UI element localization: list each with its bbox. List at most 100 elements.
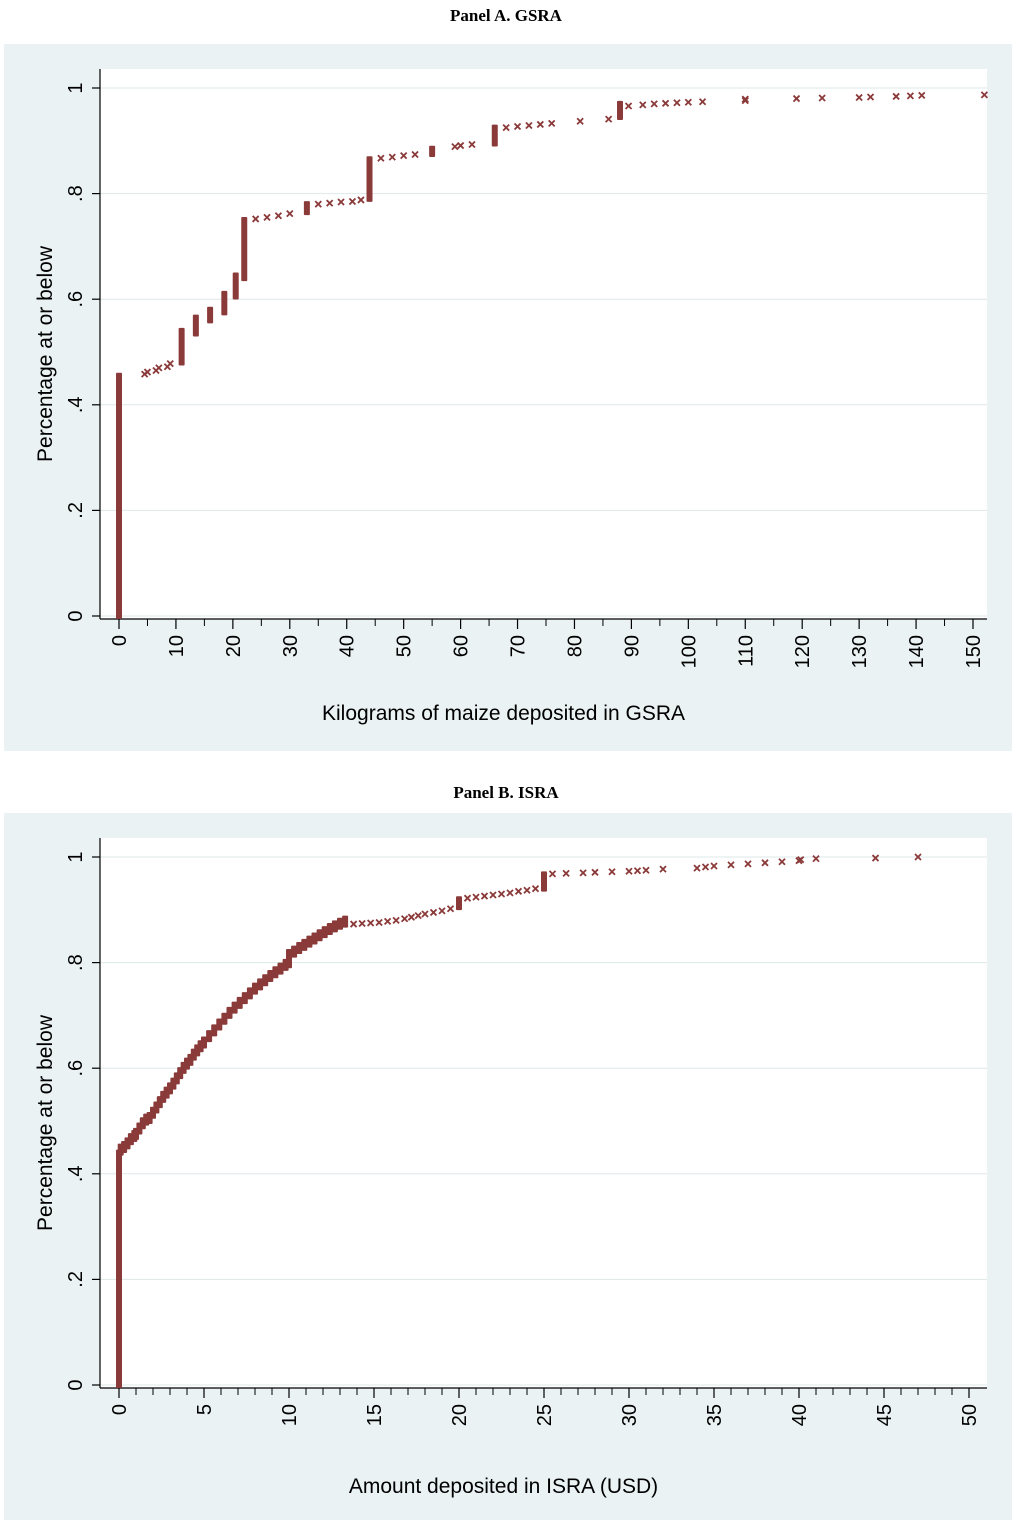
data-point <box>392 916 400 924</box>
marker-stroke <box>604 115 613 123</box>
data-point <box>591 868 599 876</box>
data-jump <box>491 124 498 147</box>
marker-stroke <box>468 140 476 149</box>
marker-stroke <box>701 863 710 871</box>
data-point <box>357 196 365 204</box>
y-tick-label: 1 <box>65 82 87 93</box>
data-point <box>741 97 749 105</box>
marker-stroke <box>357 196 365 204</box>
marker-stroke <box>143 368 152 376</box>
data-point <box>642 866 650 874</box>
data-point <box>855 93 863 102</box>
data-point-stack <box>257 978 264 991</box>
data-point <box>438 907 446 915</box>
marker-stroke <box>337 198 345 206</box>
data-point-stack <box>342 915 349 928</box>
marker-stroke <box>792 94 801 103</box>
marker-stroke <box>536 120 544 129</box>
data-point <box>388 153 396 161</box>
marker-stroke <box>778 858 786 866</box>
data-jump <box>178 327 185 366</box>
data-point <box>451 142 459 151</box>
data-point <box>400 915 409 923</box>
marker-stroke <box>400 151 408 160</box>
data-point <box>348 197 357 206</box>
marker-stroke <box>366 919 375 927</box>
marker-stroke <box>642 866 650 874</box>
marker-stroke <box>892 92 900 101</box>
marker-stroke <box>407 913 416 921</box>
data-jump <box>541 871 547 892</box>
marker-stroke <box>286 210 294 218</box>
data-point <box>684 98 692 106</box>
data-point <box>980 91 989 99</box>
marker-stroke <box>514 887 523 895</box>
data-point-stack <box>221 1012 228 1025</box>
marker-stroke <box>855 93 863 102</box>
data-point <box>314 200 322 208</box>
x-axis-title: Amount deposited in ISRA (USD) <box>349 1475 658 1498</box>
data-point <box>383 917 392 926</box>
data-point <box>463 894 472 902</box>
marker-stroke <box>377 154 385 162</box>
marker-stroke <box>392 916 400 924</box>
marker-stroke <box>388 153 396 161</box>
y-axis-title: Percentage at or below <box>34 1014 57 1231</box>
data-jump <box>232 272 239 300</box>
marker-stroke <box>446 905 455 913</box>
data-jump <box>241 217 248 282</box>
data-point <box>797 856 805 864</box>
marker-stroke <box>661 99 670 107</box>
data-point <box>506 889 514 897</box>
data-jump <box>116 372 122 619</box>
marker-stroke <box>906 92 915 100</box>
marker-stroke <box>624 102 633 110</box>
data-point <box>358 919 366 928</box>
marker-stroke <box>914 853 922 861</box>
x-tick-label: 50 <box>959 1404 981 1426</box>
data-point <box>576 117 584 125</box>
marker-stroke <box>741 95 749 103</box>
data-point <box>468 140 476 149</box>
x-tick-label: 140 <box>906 635 928 668</box>
data-point <box>608 868 616 876</box>
x-tick-label: 30 <box>280 635 302 657</box>
data-point-stack <box>211 1024 218 1037</box>
data-point <box>497 890 506 898</box>
data-point-stack <box>252 982 258 995</box>
marker-stroke <box>326 199 334 207</box>
marker-stroke <box>414 911 422 920</box>
data-point <box>480 892 489 900</box>
marker-stroke <box>375 918 383 927</box>
data-point <box>337 198 345 206</box>
x-tick-label: 40 <box>337 635 359 657</box>
x-tick-label: 10 <box>279 1404 301 1426</box>
x-tick-label: 20 <box>449 1404 471 1426</box>
x-tick-label: 0 <box>109 1404 131 1415</box>
marker-stroke <box>818 94 826 102</box>
data-point <box>513 122 522 131</box>
x-tick-label: 90 <box>621 635 643 657</box>
data-point <box>252 215 260 223</box>
data-point-stack <box>326 922 333 935</box>
marker-stroke <box>741 97 749 105</box>
marker-stroke <box>562 869 570 878</box>
data-point <box>792 94 801 103</box>
marker-stroke <box>812 854 820 863</box>
data-point-stack <box>337 917 343 930</box>
data-jump <box>207 306 214 324</box>
marker-stroke <box>525 121 533 130</box>
data-point <box>421 910 429 918</box>
data-point <box>411 150 419 159</box>
plot-area <box>100 838 987 1388</box>
data-point <box>446 905 455 913</box>
marker-stroke <box>155 364 163 372</box>
data-point <box>625 867 633 875</box>
data-point <box>326 199 334 207</box>
data-point-stack <box>216 1018 223 1031</box>
data-jump <box>366 156 373 202</box>
data-point <box>375 918 383 927</box>
data-point-stack <box>316 929 323 942</box>
data-point-stack <box>241 992 248 1005</box>
data-point <box>812 854 820 863</box>
